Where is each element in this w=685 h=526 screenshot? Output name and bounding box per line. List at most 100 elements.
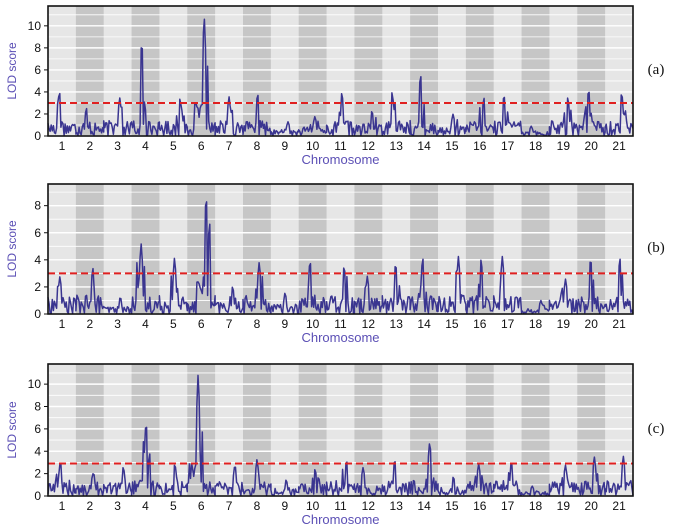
chromosome-band [215,184,244,314]
panel-label: (c) [648,421,665,437]
x-tick-label: 5 [170,317,177,331]
x-tick-label: 5 [170,139,177,153]
y-tick-label: 8 [34,41,41,55]
chromosome-band [521,184,550,314]
chromosome-band [75,184,105,314]
x-tick-label: 15 [445,499,459,513]
y-tick-label: 6 [34,422,41,436]
x-tick-label: 3 [114,139,121,153]
y-tick-label: 4 [34,85,41,99]
x-tick-label: 17 [501,139,515,153]
x-tick-label: 13 [390,499,404,513]
x-tick-label: 9 [281,499,288,513]
x-tick-label: 3 [114,317,121,331]
x-tick-label: 4 [142,139,149,153]
y-tick-label: 10 [28,19,42,33]
x-tick-label: 3 [114,499,121,513]
x-tick-label: 20 [585,317,599,331]
panel-label: (b) [647,240,665,256]
x-tick-label: 7 [226,317,233,331]
plot-frame [47,183,634,315]
panel-label: (a) [648,62,665,78]
plot-frame [47,5,634,137]
y-tick-label: 0 [34,129,41,143]
x-tick-label: 5 [170,499,177,513]
x-tick-label: 10 [306,139,320,153]
y-axis-label: LOD score [5,220,19,278]
x-axis-label: Chromosome [301,152,379,167]
x-tick-label: 6 [198,499,205,513]
x-tick-label: 2 [86,499,93,513]
x-tick-label: 18 [529,499,543,513]
x-tick-label: 20 [585,139,599,153]
x-tick-label: 1 [59,139,66,153]
x-tick-label: 16 [473,317,487,331]
y-tick-label: 8 [34,199,41,213]
x-tick-label: 7 [226,139,233,153]
x-axis-label: Chromosome [301,512,379,526]
x-tick-label: 15 [445,139,459,153]
x-tick-label: 1 [59,499,66,513]
chromosome-band [159,184,188,314]
y-tick-label: 2 [34,467,41,481]
x-tick-label: 6 [198,317,205,331]
x-tick-label: 4 [142,317,149,331]
x-tick-label: 12 [362,317,376,331]
y-tick-label: 4 [34,253,41,267]
y-axis-label: LOD score [5,401,19,459]
chromosome-band [298,184,328,314]
x-tick-label: 7 [226,499,233,513]
x-tick-label: 2 [86,139,93,153]
x-tick-label: 6 [198,139,205,153]
x-axis-label: Chromosome [301,330,379,345]
y-tick-label: 2 [34,280,41,294]
x-tick-label: 19 [557,139,571,153]
x-tick-label: 16 [473,139,487,153]
x-tick-label: 9 [281,317,288,331]
chromosome-band [605,184,634,314]
x-tick-label: 8 [254,317,261,331]
x-tick-label: 17 [501,499,515,513]
x-tick-label: 11 [334,499,347,513]
chromosome-band [493,184,523,314]
x-tick-label: 11 [334,139,347,153]
x-tick-label: 21 [612,499,626,513]
x-tick-label: 21 [612,139,626,153]
y-tick-label: 2 [34,107,41,121]
y-tick-label: 4 [34,444,41,458]
x-tick-label: 4 [142,499,149,513]
x-tick-label: 19 [557,317,571,331]
lod-profile-line [47,18,634,137]
x-tick-label: 15 [445,317,459,331]
x-tick-label: 14 [417,499,431,513]
x-tick-label: 1 [59,317,66,331]
x-tick-label: 18 [529,317,543,331]
x-tick-label: 18 [529,139,543,153]
y-tick-label: 10 [28,377,42,391]
x-tick-label: 11 [334,317,347,331]
x-tick-label: 12 [362,139,376,153]
y-axis-label: LOD score [5,42,19,100]
x-tick-label: 12 [362,499,376,513]
x-tick-label: 20 [585,499,599,513]
plot-frame [47,363,634,497]
x-tick-label: 17 [501,317,515,331]
x-tick-label: 16 [473,499,487,513]
x-tick-label: 13 [390,139,404,153]
x-tick-label: 2 [86,317,93,331]
x-tick-label: 19 [557,499,571,513]
lod-profile-line [47,201,634,315]
x-tick-label: 8 [254,499,261,513]
y-tick-label: 0 [34,489,41,503]
x-tick-label: 14 [417,139,431,153]
y-tick-label: 6 [34,63,41,77]
y-tick-label: 0 [34,307,41,321]
x-tick-label: 14 [417,317,431,331]
x-tick-label: 13 [390,317,404,331]
y-tick-label: 6 [34,226,41,240]
chromosome-band [326,184,355,314]
